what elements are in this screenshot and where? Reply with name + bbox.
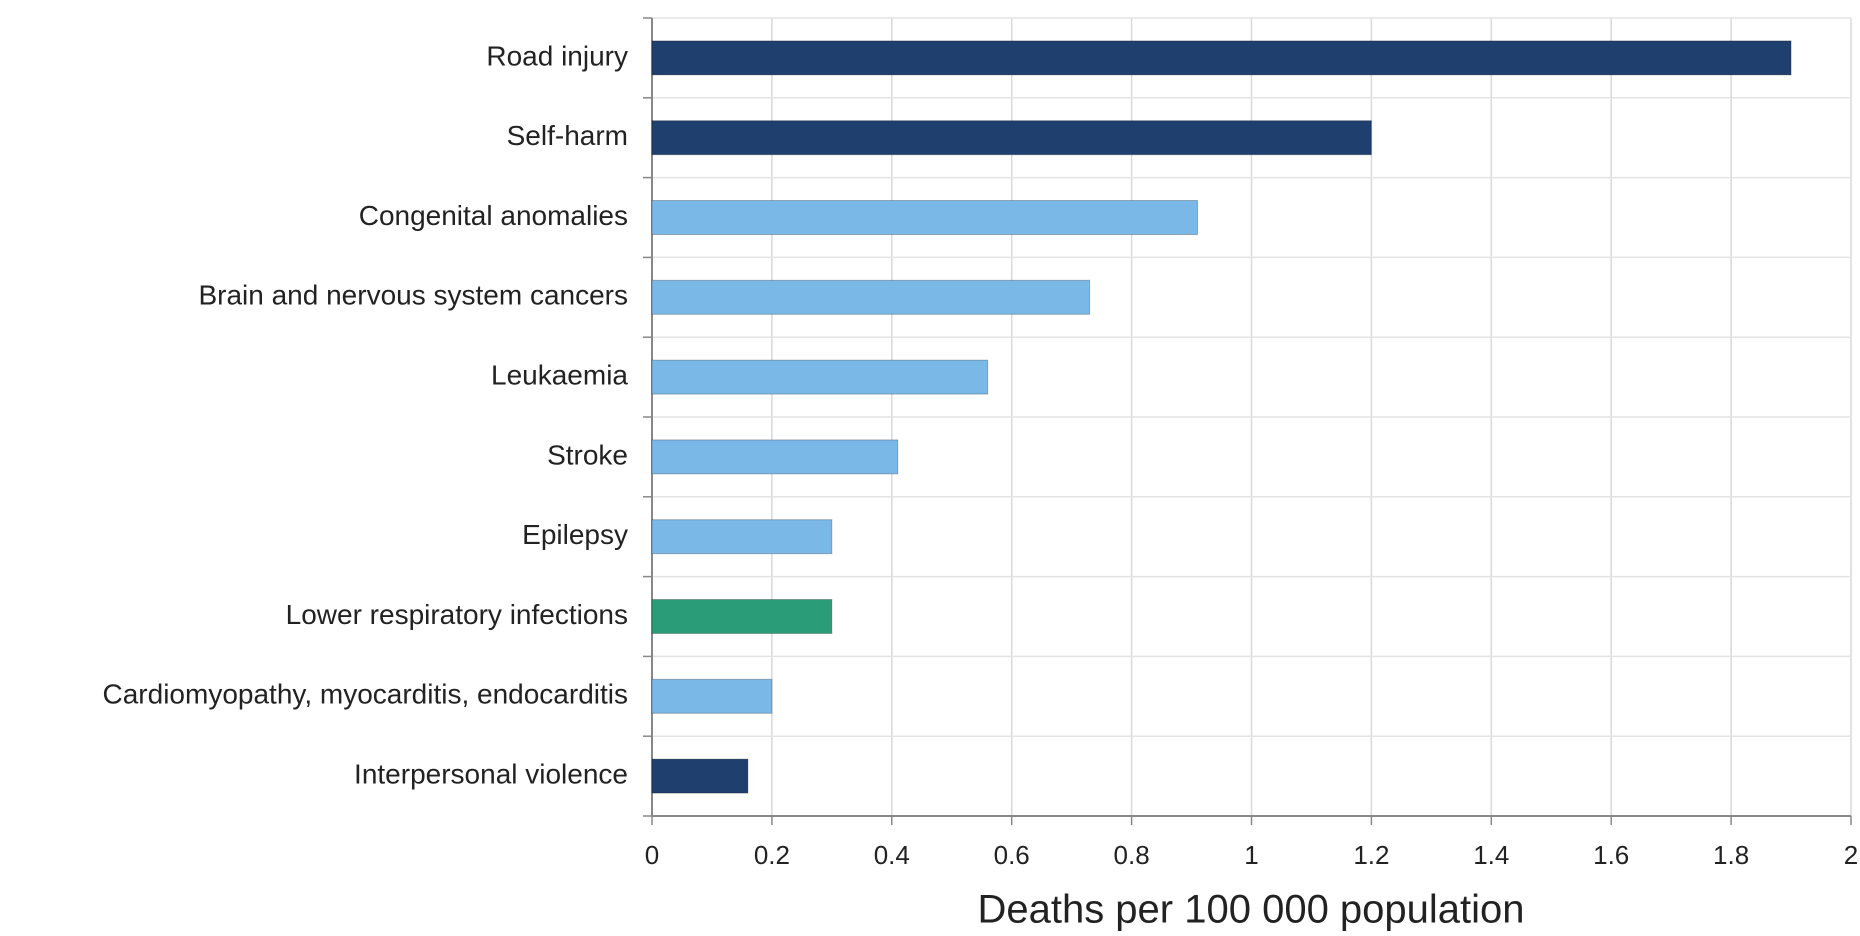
x-tick-label: 2 xyxy=(1844,840,1858,870)
y-tick-label: Interpersonal violence xyxy=(354,758,628,789)
bar xyxy=(651,678,773,714)
x-tick-label: 0 xyxy=(645,840,659,870)
y-tick-label: Leukaemia xyxy=(491,359,628,390)
y-tick-label: Stroke xyxy=(547,439,628,470)
bar xyxy=(651,40,1792,76)
bar xyxy=(651,359,989,395)
x-tick-label: 0.4 xyxy=(874,840,910,870)
bar xyxy=(651,758,749,794)
x-tick-label: 1.2 xyxy=(1353,840,1389,870)
x-tick-label: 1.8 xyxy=(1713,840,1749,870)
bar xyxy=(651,120,1372,156)
y-tick-label: Cardiomyopathy, myocarditis, endocarditi… xyxy=(103,679,628,710)
x-tick-label: 0.2 xyxy=(754,840,790,870)
y-tick-label: Self-harm xyxy=(507,120,628,151)
bar xyxy=(651,599,833,634)
y-tick-label: Road injury xyxy=(486,40,628,71)
y-tick-label: Brain and nervous system cancers xyxy=(198,280,628,311)
y-tick-label: Congenital anomalies xyxy=(359,200,628,231)
y-tick-label: Epilepsy xyxy=(522,519,628,550)
y-tick-label: Lower respiratory infections xyxy=(286,599,628,630)
bar xyxy=(651,200,1199,235)
x-axis-title: Deaths per 100 000 population xyxy=(977,888,1524,931)
bar xyxy=(651,279,1091,315)
bar xyxy=(651,519,833,555)
bar xyxy=(651,439,899,475)
x-tick-label: 0.8 xyxy=(1114,840,1150,870)
x-tick-label: 1 xyxy=(1244,840,1258,870)
x-tick-label: 1.6 xyxy=(1593,840,1629,870)
x-tick-label: 0.6 xyxy=(994,840,1030,870)
x-tick-label: 1.4 xyxy=(1473,840,1509,870)
